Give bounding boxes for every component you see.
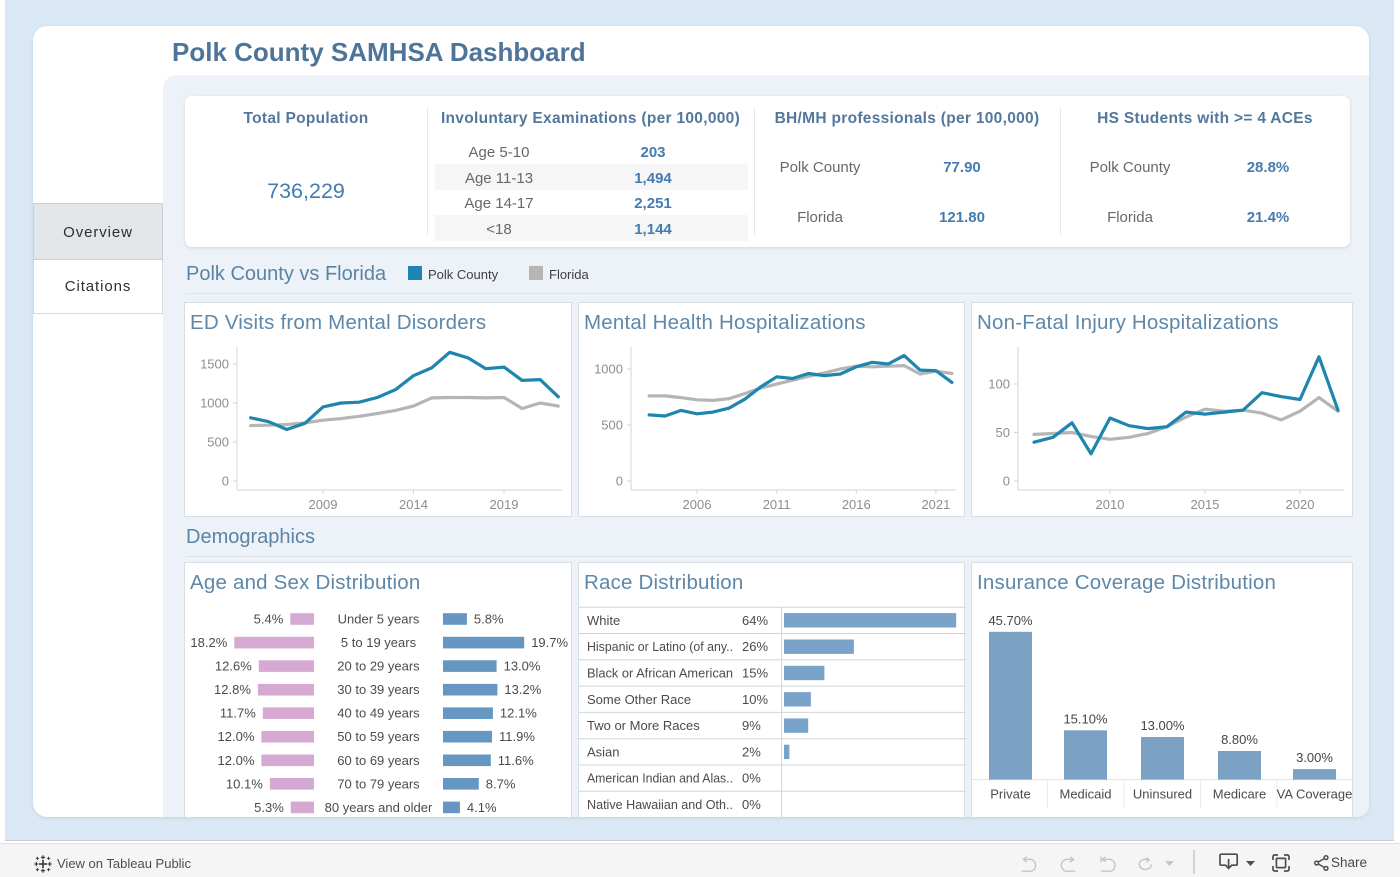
svg-text:60 to 69 years: 60 to 69 years <box>337 753 420 768</box>
svg-text:30 to 39 years: 30 to 39 years <box>337 682 420 697</box>
svg-text:11.7%: 11.7% <box>220 706 256 721</box>
svg-text:70 to 79 years: 70 to 79 years <box>337 776 420 791</box>
svg-text:Private: Private <box>990 787 1030 802</box>
svg-text:Medicare: Medicare <box>1213 787 1266 802</box>
svg-text:64%: 64% <box>742 613 768 628</box>
svg-text:5.8%: 5.8% <box>474 612 504 627</box>
svg-text:American Indian and Alas..: American Indian and Alas.. <box>587 771 733 786</box>
svg-text:12.1%: 12.1% <box>500 706 537 721</box>
svg-text:100: 100 <box>988 377 1010 392</box>
svg-text:12.6%: 12.6% <box>215 659 252 674</box>
svg-text:0: 0 <box>616 474 623 489</box>
svg-text:2015: 2015 <box>1191 497 1220 512</box>
svg-text:13.00%: 13.00% <box>1140 718 1185 733</box>
svg-text:1500: 1500 <box>200 357 229 372</box>
svg-text:Native Hawaiian and Oth..: Native Hawaiian and Oth.. <box>587 797 733 812</box>
svg-text:VA Coverage: VA Coverage <box>1277 787 1353 802</box>
svg-text:8.7%: 8.7% <box>486 776 516 791</box>
svg-text:50: 50 <box>996 425 1010 440</box>
svg-text:10%: 10% <box>742 692 768 707</box>
svg-text:80 years and older: 80 years and older <box>325 800 433 815</box>
svg-text:11.6%: 11.6% <box>498 753 534 768</box>
svg-text:Black or African American: Black or African American <box>587 666 733 681</box>
svg-text:Medicaid: Medicaid <box>1059 787 1111 802</box>
svg-text:500: 500 <box>601 418 623 433</box>
svg-text:2011: 2011 <box>763 497 791 512</box>
svg-text:0%: 0% <box>742 797 761 812</box>
svg-text:2019: 2019 <box>490 497 519 512</box>
svg-text:0: 0 <box>1003 474 1010 489</box>
svg-text:500: 500 <box>207 435 229 450</box>
svg-text:Two or More Races: Two or More Races <box>587 718 700 733</box>
svg-text:White: White <box>587 613 620 628</box>
svg-text:8.80%: 8.80% <box>1221 732 1258 747</box>
svg-text:26%: 26% <box>742 639 768 654</box>
svg-text:0: 0 <box>222 474 229 489</box>
svg-text:20 to 29 years: 20 to 29 years <box>337 659 420 674</box>
svg-text:Uninsured: Uninsured <box>1133 787 1192 802</box>
svg-text:18.2%: 18.2% <box>190 635 227 650</box>
svg-text:2006: 2006 <box>683 497 712 512</box>
svg-text:2021: 2021 <box>921 497 950 512</box>
svg-text:15%: 15% <box>742 666 768 681</box>
svg-text:19.7%: 19.7% <box>531 635 568 650</box>
svg-text:11.9%: 11.9% <box>499 729 535 744</box>
svg-text:2010: 2010 <box>1096 497 1125 512</box>
svg-text:5.4%: 5.4% <box>254 612 284 627</box>
svg-text:2020: 2020 <box>1286 497 1315 512</box>
svg-text:Hispanic or Latino (of any..: Hispanic or Latino (of any.. <box>587 639 733 654</box>
svg-text:13.0%: 13.0% <box>504 659 541 674</box>
svg-text:5.3%: 5.3% <box>254 800 284 815</box>
svg-text:1000: 1000 <box>200 396 229 411</box>
svg-text:2014: 2014 <box>399 497 428 512</box>
svg-text:5 to 19 years: 5 to 19 years <box>341 635 417 650</box>
svg-text:9%: 9% <box>742 718 761 733</box>
svg-text:2016: 2016 <box>842 497 871 512</box>
svg-text:3.00%: 3.00% <box>1296 750 1333 765</box>
svg-text:15.10%: 15.10% <box>1063 711 1108 726</box>
svg-text:Some Other Race: Some Other Race <box>587 692 691 707</box>
svg-text:4.1%: 4.1% <box>467 800 497 815</box>
svg-text:10.1%: 10.1% <box>226 776 263 791</box>
svg-text:50 to 59 years: 50 to 59 years <box>337 729 420 744</box>
svg-text:1000: 1000 <box>594 362 623 377</box>
svg-text:Under 5 years: Under 5 years <box>338 612 420 627</box>
svg-text:2009: 2009 <box>309 497 338 512</box>
svg-text:0%: 0% <box>742 771 761 786</box>
svg-text:45.70%: 45.70% <box>988 613 1033 628</box>
svg-text:12.0%: 12.0% <box>218 729 255 744</box>
svg-text:12.8%: 12.8% <box>214 682 251 697</box>
svg-text:13.2%: 13.2% <box>504 682 541 697</box>
svg-text:12.0%: 12.0% <box>218 753 255 768</box>
svg-text:2%: 2% <box>742 744 761 759</box>
svg-text:Asian: Asian <box>587 744 620 759</box>
svg-text:40 to 49 years: 40 to 49 years <box>337 706 420 721</box>
